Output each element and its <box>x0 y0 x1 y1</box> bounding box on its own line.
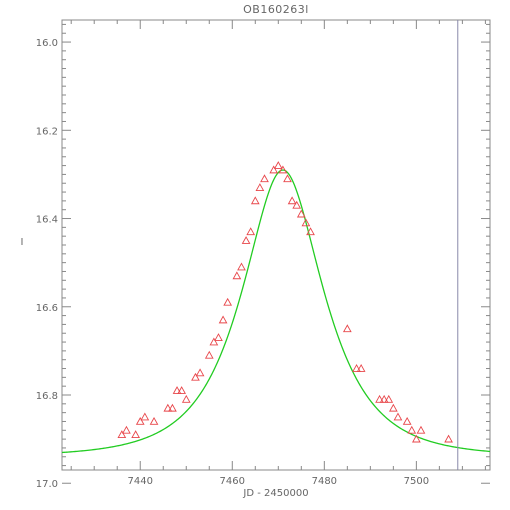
data-point <box>342 324 352 333</box>
data-point <box>117 430 127 439</box>
plot-frame <box>61 19 491 471</box>
data-point <box>296 209 306 218</box>
x-tick-label: 7440 <box>128 476 153 487</box>
data-point <box>352 364 361 372</box>
data-point <box>232 271 242 280</box>
data-point <box>402 416 412 425</box>
x-tick-label: 7500 <box>404 476 429 487</box>
data-point <box>292 200 302 209</box>
data-point <box>191 372 200 381</box>
y-tick-label: 17.0 <box>36 479 58 490</box>
data-point <box>278 165 288 174</box>
tick-labels: 7440 7460 7480 7500 16.0 16.2 16.4 16.6 16.8 17.0 <box>36 38 429 490</box>
data-point <box>255 183 265 191</box>
data-points-layer <box>117 161 453 443</box>
y-tick-label: 16.0 <box>36 38 58 49</box>
data-point <box>416 425 426 434</box>
x-axis-label: JD - 2450000 <box>242 488 308 499</box>
data-point <box>237 262 246 271</box>
x-tick-label: 7480 <box>312 476 337 487</box>
data-point <box>140 412 150 421</box>
y-tick-label: 16.8 <box>36 391 58 402</box>
y-tick-label: 16.4 <box>36 215 58 226</box>
data-point <box>177 386 187 394</box>
data-point <box>273 161 283 169</box>
data-point <box>356 364 366 372</box>
data-point <box>384 394 394 403</box>
axis-ticks <box>62 20 490 484</box>
y-axis-label: I <box>21 237 24 248</box>
data-point <box>301 218 311 227</box>
model-curve-layer <box>61 169 491 454</box>
data-point <box>283 174 292 183</box>
y-tick-label: 16.6 <box>36 303 58 314</box>
data-point <box>246 227 256 236</box>
data-point <box>195 368 205 377</box>
data-point <box>181 394 191 403</box>
data-point <box>444 434 453 443</box>
data-point <box>407 425 417 434</box>
data-point <box>250 196 260 205</box>
data-point <box>379 394 389 403</box>
data-point <box>223 297 233 306</box>
chart-title: OB160263l <box>243 3 309 16</box>
data-point <box>135 416 145 425</box>
data-point <box>375 394 384 403</box>
data-point <box>287 196 297 205</box>
y-tick-label: 16.2 <box>36 126 58 137</box>
data-point <box>393 412 403 421</box>
data-point <box>172 386 182 394</box>
data-point <box>218 315 228 324</box>
data-point <box>241 236 251 244</box>
data-point <box>269 165 279 174</box>
data-point <box>388 403 398 412</box>
data-point <box>260 174 269 183</box>
data-point <box>412 434 421 443</box>
data-point <box>306 227 315 236</box>
data-point <box>163 403 173 412</box>
x-tick-label: 7460 <box>220 476 245 487</box>
data-point <box>149 416 159 425</box>
data-point <box>214 333 223 341</box>
data-point <box>204 350 214 359</box>
data-point <box>168 403 177 412</box>
data-point <box>131 430 140 439</box>
data-point <box>209 337 219 346</box>
model-curve <box>61 169 491 454</box>
data-point <box>122 425 131 434</box>
